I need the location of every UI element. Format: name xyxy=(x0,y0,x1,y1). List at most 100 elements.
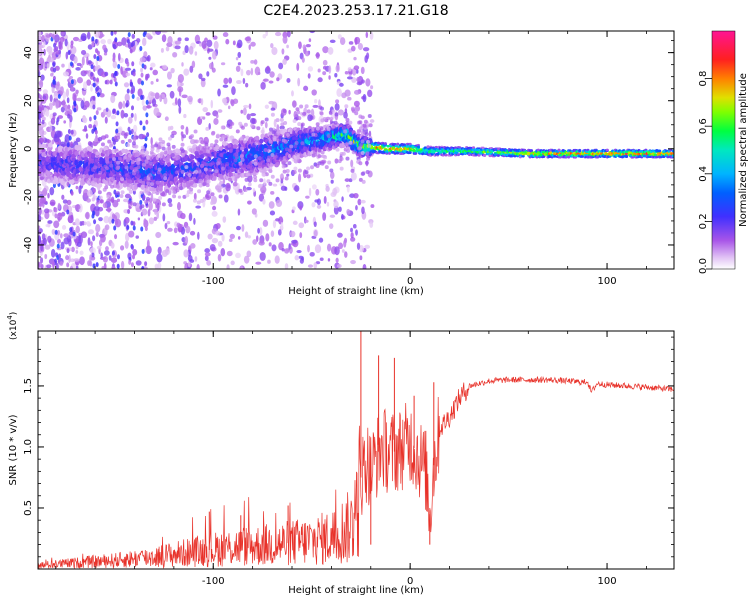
spectrogram-speckle xyxy=(230,99,235,107)
spectrogram-speckle xyxy=(146,132,150,138)
spectrogram-speckle xyxy=(194,256,198,262)
spectrogram-speckle xyxy=(286,31,291,38)
spectrogram-speckle xyxy=(131,93,135,99)
spectrogram-speckle xyxy=(132,71,136,77)
spectrogram-speckle xyxy=(164,185,169,190)
spectrogram-speckle xyxy=(50,72,54,77)
spectrogram-speckle xyxy=(325,185,330,192)
spectrogram-speckle xyxy=(149,150,154,155)
spectrogram-speckle xyxy=(344,251,348,258)
spectrogram-speckle xyxy=(286,173,290,177)
spectrogram-speckle xyxy=(167,227,173,232)
spectrogram-speckle xyxy=(299,205,303,211)
spectrogram-cell xyxy=(97,182,103,188)
spectrogram-speckle xyxy=(148,161,153,166)
spectrogram-speckle xyxy=(111,169,116,174)
spectrogram-speckle xyxy=(44,253,48,260)
spectrogram-speckle xyxy=(289,249,293,253)
spectrogram-speckle xyxy=(202,107,209,113)
spectrogram-speckle xyxy=(53,92,59,99)
spectrogram-speckle xyxy=(38,128,45,137)
spectrogram-speckle xyxy=(143,31,147,36)
spectrogram-speckle xyxy=(304,219,309,223)
spectrogram-speckle xyxy=(177,202,181,211)
spectrogram-speckle xyxy=(335,141,340,146)
spectrogram-cell xyxy=(624,155,629,159)
spectrogram-speckle xyxy=(62,99,66,108)
spectrogram-speckle xyxy=(44,244,51,250)
spectrogram-speckle xyxy=(334,158,339,164)
spectrogram-speckle xyxy=(86,189,93,198)
spectrogram-speckle xyxy=(334,103,340,111)
spectrogram-speckle xyxy=(245,69,251,76)
spectrogram-speckle xyxy=(166,221,171,225)
spectrogram-speckle xyxy=(284,248,290,254)
spectrogram-speckle xyxy=(370,204,375,209)
spectrogram-speckle xyxy=(112,139,116,145)
spectrogram-speckle xyxy=(52,79,56,85)
spectrogram-speckle xyxy=(130,220,134,226)
spectrogram-speckle xyxy=(212,35,218,40)
spectrogram-cell xyxy=(666,155,670,159)
spectrogram-speckle xyxy=(200,77,206,82)
spectrogram-speckle xyxy=(237,62,242,66)
spectrogram-speckle xyxy=(130,42,134,48)
spectrogram-speckle xyxy=(215,113,219,119)
spectrogram-speckle xyxy=(187,260,191,268)
spectrogram-speckle xyxy=(189,230,196,236)
spectrogram-speckle xyxy=(70,79,74,85)
spectrogram-speckle xyxy=(222,84,229,88)
spectrogram-speckle xyxy=(215,230,221,236)
spectrogram-speckle xyxy=(96,77,100,83)
spectrogram-speckle xyxy=(304,50,310,57)
spectrogram-speckle xyxy=(327,46,334,55)
spectrogram-speckle xyxy=(41,34,45,43)
spectrogram-speckle xyxy=(56,117,60,123)
spectrogram-speckle xyxy=(341,196,344,202)
spectrogram-speckle xyxy=(160,47,164,53)
spectrogram-speckle xyxy=(169,90,175,99)
spectrogram-speckle xyxy=(42,89,49,94)
spectrogram-speckle xyxy=(101,266,106,269)
spectrogram-speckle xyxy=(185,225,191,234)
spectrogram-speckle xyxy=(127,200,132,205)
spectrogram-speckle xyxy=(66,262,70,268)
spectrogram-speckle xyxy=(368,123,373,128)
spectrogram-speckle xyxy=(115,219,119,225)
spectrogram-speckle xyxy=(360,139,365,144)
spectrogram-speckle xyxy=(113,225,117,231)
spectrogram-speckle xyxy=(74,204,81,210)
spectrogram-speckle xyxy=(41,116,47,122)
spectrogram-speckle xyxy=(221,234,225,242)
spectrogram-speckle xyxy=(275,199,283,208)
spectrogram-speckle xyxy=(109,79,113,85)
spectrogram-speckle xyxy=(83,221,87,226)
spectrogram-speckle xyxy=(94,129,98,135)
spectrogram-speckle xyxy=(244,36,251,42)
spectrogram-speckle xyxy=(231,86,236,96)
spectrogram-speckle xyxy=(70,129,74,135)
spectrogram-speckle xyxy=(295,107,300,112)
spectrogram-speckle xyxy=(103,215,110,224)
spectrogram-speckle xyxy=(214,169,219,174)
spectrogram-speckle xyxy=(175,188,180,193)
spectrogram-speckle xyxy=(144,143,148,149)
spectrogram-speckle xyxy=(52,101,56,107)
spectrogram-speckle xyxy=(123,209,128,214)
spectrogram-speckle xyxy=(307,66,314,72)
spectrogram-speckle xyxy=(129,81,133,87)
spectrogram-speckle xyxy=(45,108,50,117)
spectrogram-speckle xyxy=(290,230,296,238)
spectrogram-speckle xyxy=(75,89,79,94)
spectrogram-speckle xyxy=(178,88,182,97)
spectrogram-speckle xyxy=(102,255,109,263)
spectrogram-speckle xyxy=(69,61,73,67)
spectrogram-speckle xyxy=(334,73,338,78)
spectrogram-speckle xyxy=(308,38,312,43)
spectrogram-speckle xyxy=(323,195,327,204)
spectrogram-speckle xyxy=(201,40,207,49)
spectrogram-speckle xyxy=(94,65,99,71)
spectrogram-speckle xyxy=(69,265,73,269)
spectrogram-speckle xyxy=(87,260,91,267)
spectrogram-speckle xyxy=(243,122,248,127)
